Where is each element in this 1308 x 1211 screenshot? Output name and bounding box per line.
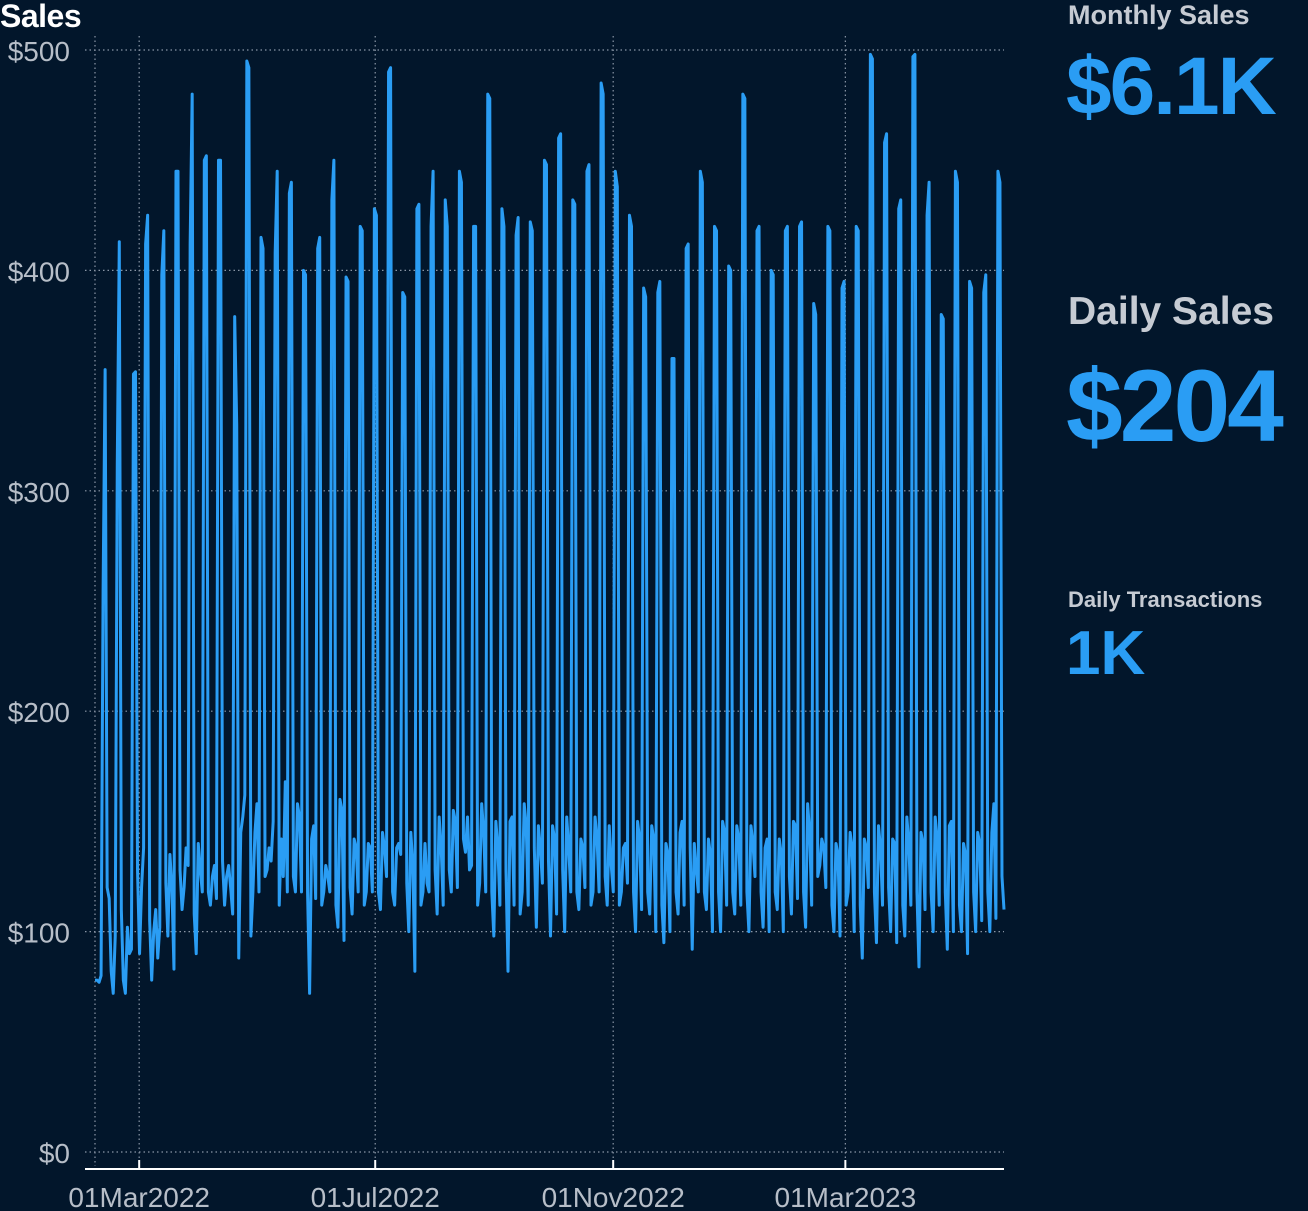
monthly-sales-label: Monthly Sales <box>1068 0 1250 30</box>
x-tick-label: 01Jul2022 <box>311 1182 440 1211</box>
daily-transactions-value: 1K <box>1066 619 1146 688</box>
y-tick-label: $400 <box>8 256 70 287</box>
daily-transactions-label: Daily Transactions <box>1068 587 1263 612</box>
sales-series-line <box>95 52 1006 995</box>
chart-title: Sales <box>0 0 82 34</box>
y-tick-label: $0 <box>39 1138 70 1169</box>
y-tick-label: $100 <box>8 918 70 949</box>
x-tick-label: 01Nov2022 <box>542 1182 685 1211</box>
y-tick-label: $200 <box>8 697 70 728</box>
sales-line-chart: $0 $100 $200 $300 $400 $500 01Mar2022 01Jul2022… <box>8 36 1006 1211</box>
daily-sales-label: Daily Sales <box>1068 290 1274 333</box>
x-tick-label: 01Mar2023 <box>775 1182 917 1211</box>
monthly-sales-value: $6.1K <box>1066 41 1277 132</box>
daily-sales-value: $204 <box>1066 349 1284 463</box>
y-tick-label: $500 <box>8 36 70 67</box>
x-tick-label: 01Mar2022 <box>68 1182 210 1211</box>
y-tick-label: $300 <box>8 477 70 508</box>
